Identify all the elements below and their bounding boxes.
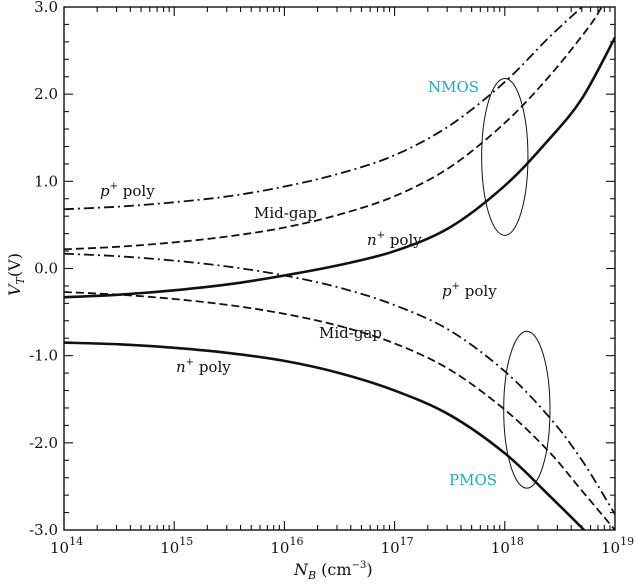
y-tick-labels: 3.0 2.0 1.0 0.0 -1.0 -2.0 -3.0	[29, 0, 58, 539]
ellipse-pmos	[503, 330, 551, 489]
x-tick-label: 1018	[491, 535, 524, 557]
curve-pmos-n-poly	[64, 341, 586, 530]
y-tick-label: 3.0	[34, 0, 58, 16]
label-nmos-mid-gap: Mid-gap	[254, 204, 317, 222]
y-tick-label: 1.0	[34, 172, 58, 190]
x-tick-label: 1016	[270, 535, 303, 557]
y-tick-label: 2.0	[34, 85, 58, 103]
curve-nmos-n-poly	[64, 36, 615, 299]
group-ellipses	[481, 77, 551, 489]
y-tick-label: -1.0	[29, 347, 58, 365]
curve-nmos-p-poly	[64, 7, 583, 211]
y-tick-label: 0.0	[34, 260, 58, 278]
plot-frame	[63, 6, 616, 531]
x-axis-label: NB (cm−3)	[293, 560, 373, 582]
label-nmos-n-poly: n+ poly	[367, 230, 422, 249]
curve-pmos-mid-gap	[64, 291, 615, 530]
x-tick-label: 1014	[50, 535, 83, 557]
x-tick-label: 1017	[381, 535, 414, 557]
label-nmos-p-poly: p+ poly	[100, 181, 155, 200]
y-tick-label: -3.0	[29, 521, 58, 539]
x-tick-labels: 1014 1015 1016 1017 1018 1019	[50, 535, 634, 557]
curves	[64, 7, 615, 530]
x-tick-label: 1015	[160, 535, 193, 557]
x-tick-label: 1019	[601, 535, 634, 557]
axis-ticks	[64, 7, 615, 530]
y-axis-label: VT(V)	[5, 253, 27, 296]
group-label-pmos: PMOS	[449, 471, 497, 489]
y-tick-label: -2.0	[29, 434, 58, 452]
label-pmos-p-poly: p+ poly	[442, 281, 497, 300]
group-label-nmos: NMOS	[428, 78, 479, 96]
ellipse-nmos	[481, 77, 529, 236]
label-pmos-n-poly: n+ poly	[176, 357, 231, 376]
curve-pmos-p-poly	[64, 252, 615, 515]
label-pmos-mid-gap: Mid-gap	[319, 324, 382, 342]
